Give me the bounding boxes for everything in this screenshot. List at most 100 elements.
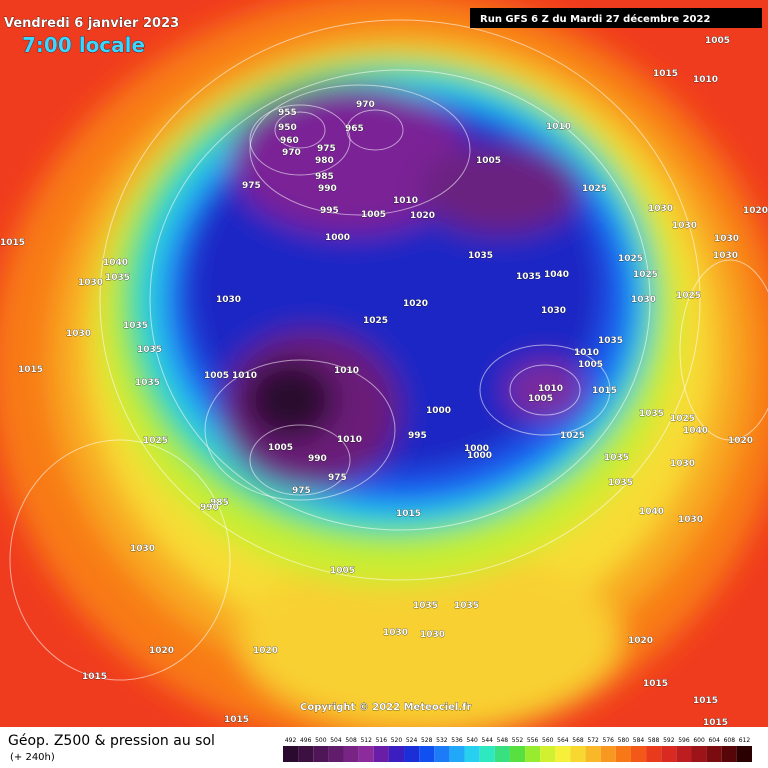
scale-label: 544 (482, 737, 494, 744)
map-field (0, 0, 768, 727)
scale-swatch (630, 746, 647, 762)
pressure-label: 985 (315, 172, 334, 182)
pressure-label: 1025 (633, 270, 658, 280)
pressure-label: 1010 (538, 384, 563, 394)
pressure-label: 1015 (0, 238, 25, 248)
pressure-label: 995 (320, 206, 339, 216)
scale-swatch (283, 746, 299, 762)
scale-swatch (373, 746, 389, 762)
scale-swatch (388, 746, 405, 762)
scale-swatch (676, 746, 692, 762)
pressure-label: 1030 (216, 295, 241, 305)
scale-label: 588 (648, 737, 660, 744)
pressure-label: 1035 (137, 345, 162, 355)
pressure-label: 1040 (639, 507, 664, 517)
footer-subtitle: (+ 240h) (10, 752, 55, 763)
run-box (470, 8, 762, 28)
pressure-label: 965 (345, 124, 364, 134)
scale-label: 604 (708, 737, 720, 744)
scale-label: 500 (315, 737, 327, 744)
scale-label: 576 (603, 737, 615, 744)
pressure-label: 1005 (705, 36, 730, 46)
scale-swatch (298, 746, 314, 762)
pressure-label: 1020 (403, 299, 428, 309)
pressure-label: 955 (278, 108, 297, 118)
scale-label: 540 (466, 737, 478, 744)
scale-swatch (404, 746, 420, 762)
scale-label: 592 (663, 737, 675, 744)
pressure-label: 1015 (396, 509, 421, 519)
pressure-label: 1030 (420, 630, 445, 640)
scale-swatch (570, 746, 586, 762)
pressure-label: 1030 (78, 278, 103, 288)
pressure-label: 1000 (325, 233, 350, 243)
pressure-label: 1010 (334, 366, 359, 376)
pressure-label: 970 (282, 148, 301, 158)
pressure-label: 1015 (224, 715, 249, 725)
pressure-label: 1010 (393, 196, 418, 206)
pressure-label: 985 (210, 498, 229, 508)
pressure-label: 1025 (143, 436, 168, 446)
pressure-label: 1020 (628, 636, 653, 646)
scale-label: 564 (557, 737, 569, 744)
scale-swatch (525, 746, 541, 762)
scale-label: 560 (542, 737, 554, 744)
pressure-label: 1005 (528, 394, 553, 404)
copyright: Copyright © 2022 Meteociel.fr (300, 702, 471, 713)
pressure-label: 1015 (592, 386, 617, 396)
pressure-label: 1035 (123, 321, 148, 331)
footer-title: Géop. Z500 & pression au sol (8, 733, 215, 749)
pressure-label: 1000 (467, 451, 492, 461)
scale-label: 548 (497, 737, 509, 744)
scale-swatch (661, 746, 677, 762)
pressure-label: 1010 (693, 75, 718, 85)
scale-swatch (419, 746, 435, 762)
scale-swatch (434, 746, 450, 762)
scale-label: 568 (572, 737, 584, 744)
pressure-label: 1000 (426, 406, 451, 416)
scale-swatch (600, 746, 616, 762)
pressure-label: 990 (318, 184, 337, 194)
pressure-label: 1030 (541, 306, 566, 316)
scale-swatch (479, 746, 495, 762)
pressure-label: 980 (315, 156, 334, 166)
pressure-label: 1035 (604, 453, 629, 463)
pressure-label: 1025 (363, 316, 388, 326)
scale-label: 580 (618, 737, 630, 744)
scale-label: 512 (360, 737, 372, 744)
pressure-label: 1010 (546, 122, 571, 132)
pressure-label: 1035 (454, 601, 479, 611)
pressure-label: 1025 (618, 254, 643, 264)
pressure-label: 1015 (18, 365, 43, 375)
pressure-label: 1010 (232, 371, 257, 381)
pressure-label: 1015 (653, 69, 678, 79)
scale-swatch (615, 746, 631, 762)
scale-label: 504 (330, 737, 342, 744)
pressure-label: 1025 (582, 184, 607, 194)
pressure-label: 1020 (253, 646, 278, 656)
pressure-label: 990 (200, 503, 219, 513)
scale-label: 608 (724, 737, 736, 744)
pressure-label: 1015 (643, 679, 668, 689)
scale-swatch (449, 746, 465, 762)
scale-label: 524 (406, 737, 418, 744)
pressure-label: 1015 (693, 696, 718, 706)
scale-label: 584 (633, 737, 645, 744)
pressure-label: 1035 (639, 409, 664, 419)
pressure-label: 1030 (130, 544, 155, 554)
pressure-label: 1015 (703, 718, 728, 728)
pressure-label: 1030 (631, 295, 656, 305)
scale-label: 596 (678, 737, 690, 744)
pressure-label: 1040 (683, 426, 708, 436)
scale-swatch (646, 746, 662, 762)
pressure-label: 1025 (670, 414, 695, 424)
scale-swatch (464, 746, 480, 762)
scale-label: 528 (421, 737, 433, 744)
scale-swatch (721, 746, 737, 762)
scale-swatch (706, 746, 722, 762)
pressure-label: 975 (242, 181, 261, 191)
scale-label: 536 (451, 737, 463, 744)
scale-label: 532 (436, 737, 448, 744)
